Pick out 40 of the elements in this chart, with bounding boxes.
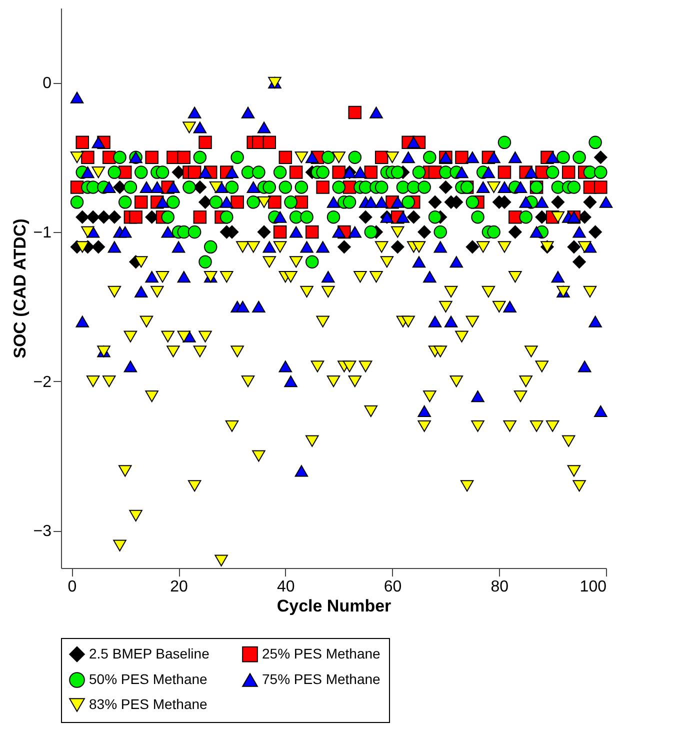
y-tick-label: −2 <box>33 374 52 391</box>
legend-label: 25% PES Methane <box>262 645 381 662</box>
x-tick-label: 60 <box>384 578 402 596</box>
y-tick-label: −3 <box>33 523 52 540</box>
legend-label: 50% PES Methane <box>89 671 208 687</box>
x-tick-label: 40 <box>277 578 295 596</box>
point <box>358 210 372 224</box>
point <box>92 240 106 254</box>
x-tick-label: 100 <box>580 578 607 596</box>
point <box>76 210 89 224</box>
point <box>338 240 351 254</box>
legend-label: 83% PES Methane <box>89 696 208 712</box>
y-tick-label: −1 <box>33 224 52 242</box>
point <box>583 196 597 209</box>
point <box>113 180 126 194</box>
point <box>439 180 452 194</box>
point <box>198 196 212 209</box>
x-tick-label: 0 <box>68 578 77 596</box>
point <box>551 196 565 209</box>
point <box>567 240 581 254</box>
x-tick-label: 80 <box>490 578 509 596</box>
point <box>594 150 608 164</box>
x-tick-label: 20 <box>170 578 188 596</box>
point <box>466 240 480 254</box>
point <box>108 210 122 224</box>
point <box>390 240 404 254</box>
point <box>86 210 100 224</box>
point <box>588 225 602 239</box>
point <box>428 196 442 209</box>
point <box>572 255 586 268</box>
y-axis-title: SOC (CAD ATDC) <box>10 218 30 358</box>
x-axis-title: Cycle Number <box>276 596 392 616</box>
point <box>508 225 522 239</box>
point <box>97 210 110 224</box>
legend-label: 75% PES Methane <box>262 671 381 687</box>
y-tick-label: 0 <box>42 75 52 92</box>
point <box>418 225 431 239</box>
point <box>407 210 420 224</box>
legend-label: 2.5 BMEP Baseline <box>89 645 210 662</box>
point <box>257 225 271 239</box>
